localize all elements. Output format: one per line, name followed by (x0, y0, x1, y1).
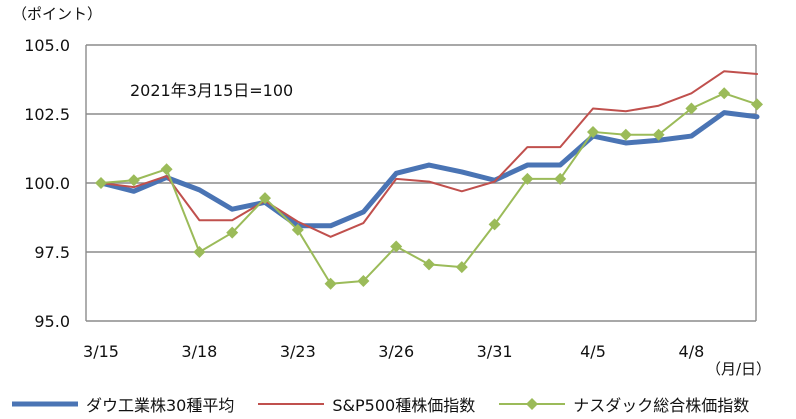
point-nasdaq (390, 240, 403, 253)
point-nasdaq (619, 128, 632, 141)
legend-label-dow: ダウ工業株30種平均 (86, 396, 235, 415)
legend-label-nasdaq: ナスダック総合株価指数 (573, 396, 750, 415)
point-nasdaq (95, 177, 107, 189)
point-nasdaq (193, 246, 206, 258)
x-tick-label: 4/8 (679, 342, 705, 361)
point-nasdaq (259, 192, 271, 205)
point-nasdaq (554, 172, 567, 185)
point-nasdaq (324, 277, 337, 290)
point-nasdaq (587, 125, 599, 138)
legend-swatch-dow (12, 401, 78, 407)
point-nasdaq (455, 261, 468, 274)
legend-item-nasdaq: ナスダック総合株価指数 (497, 392, 749, 416)
legend-swatch-sp500 (258, 403, 325, 405)
legend-label-sp500: S&P500種株価指数 (332, 396, 476, 415)
point-nasdaq (127, 174, 140, 187)
point-nasdaq (291, 223, 304, 236)
line-chart: 95.0 97.5 100.0 102.5 105.0 3/15 3/18 3/23 3/26 3… (24, 36, 763, 361)
legend-item-dow: ダウ工業株30種平均 (10, 392, 234, 416)
x-tick-label: 4/5 (580, 342, 606, 361)
legend-item-sp500: S&P500種株価指数 (256, 392, 475, 416)
point-nasdaq (226, 226, 239, 239)
point-nasdaq (718, 87, 731, 100)
point-nasdaq (423, 258, 435, 271)
x-tick-label: 3/26 (378, 342, 414, 361)
x-tick-label: 3/23 (280, 342, 316, 361)
y-tick-label: 100.0 (24, 174, 70, 193)
y-tick-label: 102.5 (24, 105, 70, 124)
x-axis-unit-label: （月/日） (706, 360, 772, 378)
point-nasdaq (488, 218, 501, 231)
point-nasdaq (685, 102, 698, 115)
x-tick-label: 3/18 (181, 342, 217, 361)
chart-legend: ダウ工業株30種平均 S&P500種株価指数 ナスダック総合株価指数 (10, 392, 790, 416)
point-nasdaq (751, 98, 763, 111)
y-axis-unit-label: （ポイント） (12, 5, 103, 23)
x-tick-label: 3/31 (477, 342, 513, 361)
y-tick-label: 97.5 (34, 243, 70, 262)
y-tick-label: 105.0 (24, 36, 70, 55)
series-line-sp500 (100, 70, 758, 238)
x-tick-label: 3/15 (83, 342, 119, 361)
chart-annotation: 2021年3月15日=100 (130, 81, 294, 100)
point-nasdaq (652, 128, 665, 141)
series-line-dow (98, 110, 760, 229)
point-nasdaq (521, 172, 534, 185)
point-nasdaq (160, 163, 173, 176)
point-nasdaq (357, 274, 370, 287)
legend-swatch-nasdaq (499, 398, 566, 410)
y-tick-label: 95.0 (34, 312, 70, 331)
